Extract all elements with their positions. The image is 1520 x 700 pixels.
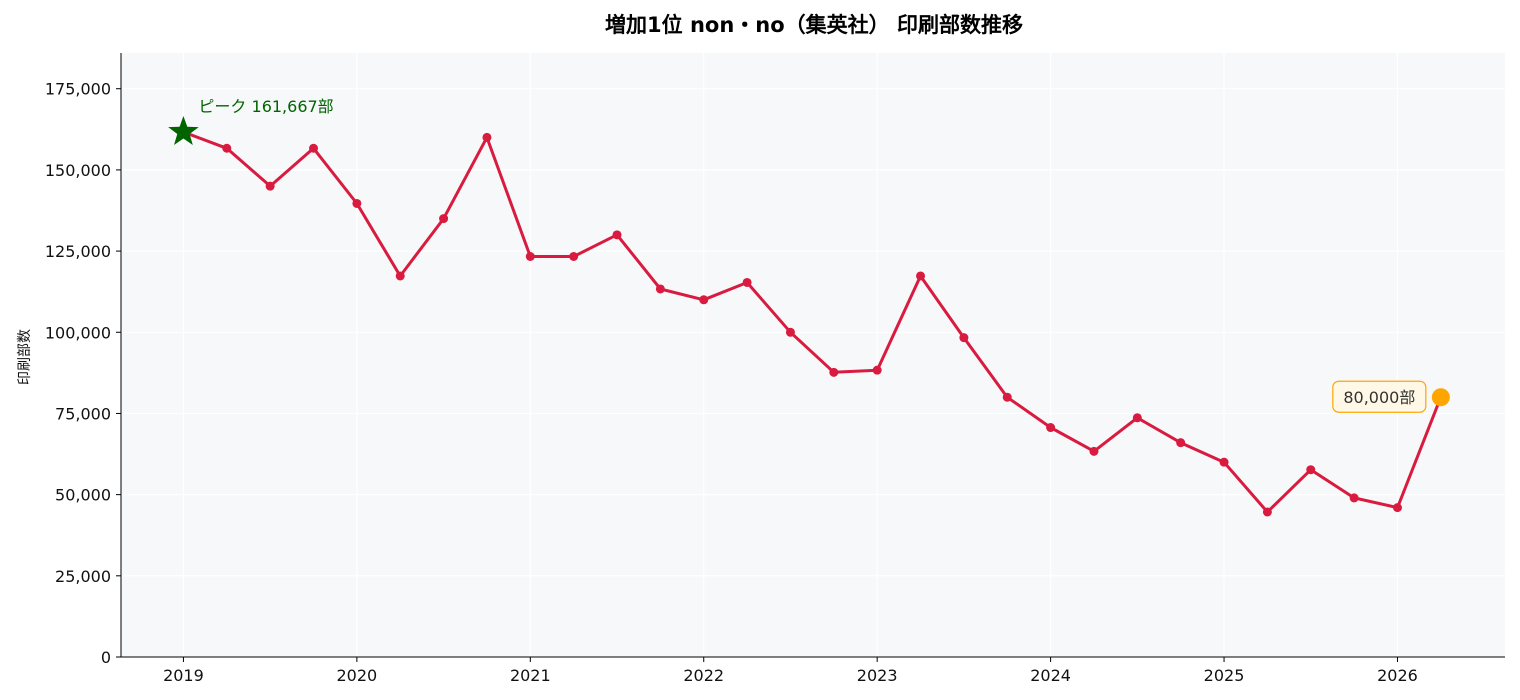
data-point <box>959 333 969 343</box>
last-annotation-label: 80,000部 <box>1343 388 1415 407</box>
data-point <box>1002 392 1012 402</box>
axes <box>120 53 1505 658</box>
data-point <box>1392 503 1402 513</box>
x-tick-label: 2023 <box>857 666 898 685</box>
y-axis-label: 印刷部数 <box>17 329 33 385</box>
data-point <box>1219 457 1229 467</box>
data-point <box>916 271 926 281</box>
data-points <box>222 132 1402 517</box>
x-tick-label: 2026 <box>1377 666 1418 685</box>
data-point <box>439 214 449 224</box>
last-point-marker <box>1431 388 1450 407</box>
data-point <box>655 284 665 294</box>
data-point <box>1046 423 1056 433</box>
data-point <box>612 230 622 240</box>
x-tick-label: 2024 <box>1030 666 1071 685</box>
y-tick-label: 75,000 <box>55 404 111 423</box>
data-point <box>265 181 275 191</box>
x-tick-label: 2019 <box>163 666 204 685</box>
grid <box>121 53 1505 658</box>
y-tick-label: 0 <box>101 648 111 667</box>
data-point <box>1349 493 1359 503</box>
series-line <box>182 130 1443 514</box>
x-tick-label: 2021 <box>510 666 551 685</box>
data-point <box>309 143 319 153</box>
y-tick-label: 125,000 <box>45 242 111 261</box>
data-point <box>525 251 535 261</box>
y-tick-label: 150,000 <box>45 161 111 180</box>
y-tick-label: 175,000 <box>45 80 111 99</box>
data-point <box>1306 465 1316 475</box>
data-point <box>829 367 839 377</box>
data-point <box>395 271 405 281</box>
y-tick-label: 100,000 <box>45 323 111 342</box>
data-point <box>742 277 752 287</box>
y-tick-label: 50,000 <box>55 486 111 505</box>
y-tick-label: 25,000 <box>55 567 111 586</box>
data-point <box>569 251 579 261</box>
data-point <box>1262 507 1272 517</box>
data-point <box>785 327 795 337</box>
data-point <box>1176 438 1186 448</box>
last-annotation-box <box>1332 380 1427 413</box>
chart-title: 増加1位 non・no（集英社） 印刷部数推移 <box>605 13 1023 37</box>
data-point <box>222 143 232 153</box>
x-tick-label: 2025 <box>1204 666 1245 685</box>
y-axis-ticks: 0 25,000 50,000 75,000 100,000 125,000 150,000… <box>45 80 121 667</box>
peak-annotation-label: ピーク 161,667部 <box>198 97 333 116</box>
data-point <box>872 365 882 375</box>
x-tick-label: 2020 <box>337 666 378 685</box>
data-point <box>482 132 492 142</box>
data-point <box>1132 413 1142 423</box>
peak-star-marker <box>168 116 199 145</box>
data-point <box>1089 446 1099 456</box>
x-tick-label: 2022 <box>683 666 724 685</box>
x-axis-ticks: 2019 2020 2021 2022 2023 2024 2025 2026 <box>163 657 1418 685</box>
data-point <box>352 198 362 208</box>
annotations: ピーク 161,667部 80,000部 <box>168 97 1450 413</box>
data-point <box>699 295 709 305</box>
